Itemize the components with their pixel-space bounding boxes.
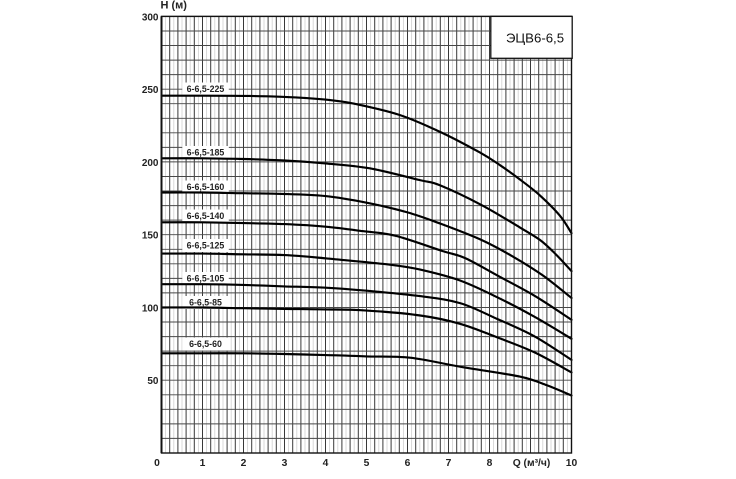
svg-text:6-6,5-125: 6-6,5-125 (187, 241, 225, 251)
svg-text:5: 5 (364, 458, 370, 469)
svg-text:50: 50 (147, 376, 159, 387)
svg-text:6-6,5-185: 6-6,5-185 (187, 148, 225, 158)
svg-text:H (м): H (м) (161, 0, 188, 12)
svg-text:6-6,5-225: 6-6,5-225 (187, 84, 225, 94)
svg-text:250: 250 (142, 85, 159, 96)
svg-text:6-6,5-140: 6-6,5-140 (187, 211, 225, 221)
svg-text:4: 4 (323, 458, 329, 469)
svg-text:6-6,5-60: 6-6,5-60 (189, 339, 222, 349)
svg-text:Q (м³/ч): Q (м³/ч) (513, 458, 551, 469)
svg-text:8: 8 (487, 458, 493, 469)
svg-text:0: 0 (154, 458, 160, 469)
svg-text:1: 1 (200, 458, 206, 469)
svg-text:200: 200 (142, 158, 159, 169)
svg-text:3: 3 (282, 458, 288, 469)
svg-text:10: 10 (566, 458, 578, 469)
svg-text:6-6,5-85: 6-6,5-85 (189, 298, 222, 308)
svg-text:150: 150 (142, 231, 159, 242)
svg-text:ЭЦВ6-6,5: ЭЦВ6-6,5 (506, 31, 564, 46)
svg-text:6-6,5-105: 6-6,5-105 (187, 274, 225, 284)
svg-text:100: 100 (142, 303, 159, 314)
svg-text:7: 7 (446, 458, 452, 469)
svg-text:2: 2 (241, 458, 247, 469)
svg-text:6-6,5-160: 6-6,5-160 (187, 182, 225, 192)
svg-text:300: 300 (142, 12, 159, 23)
svg-text:6: 6 (405, 458, 411, 469)
